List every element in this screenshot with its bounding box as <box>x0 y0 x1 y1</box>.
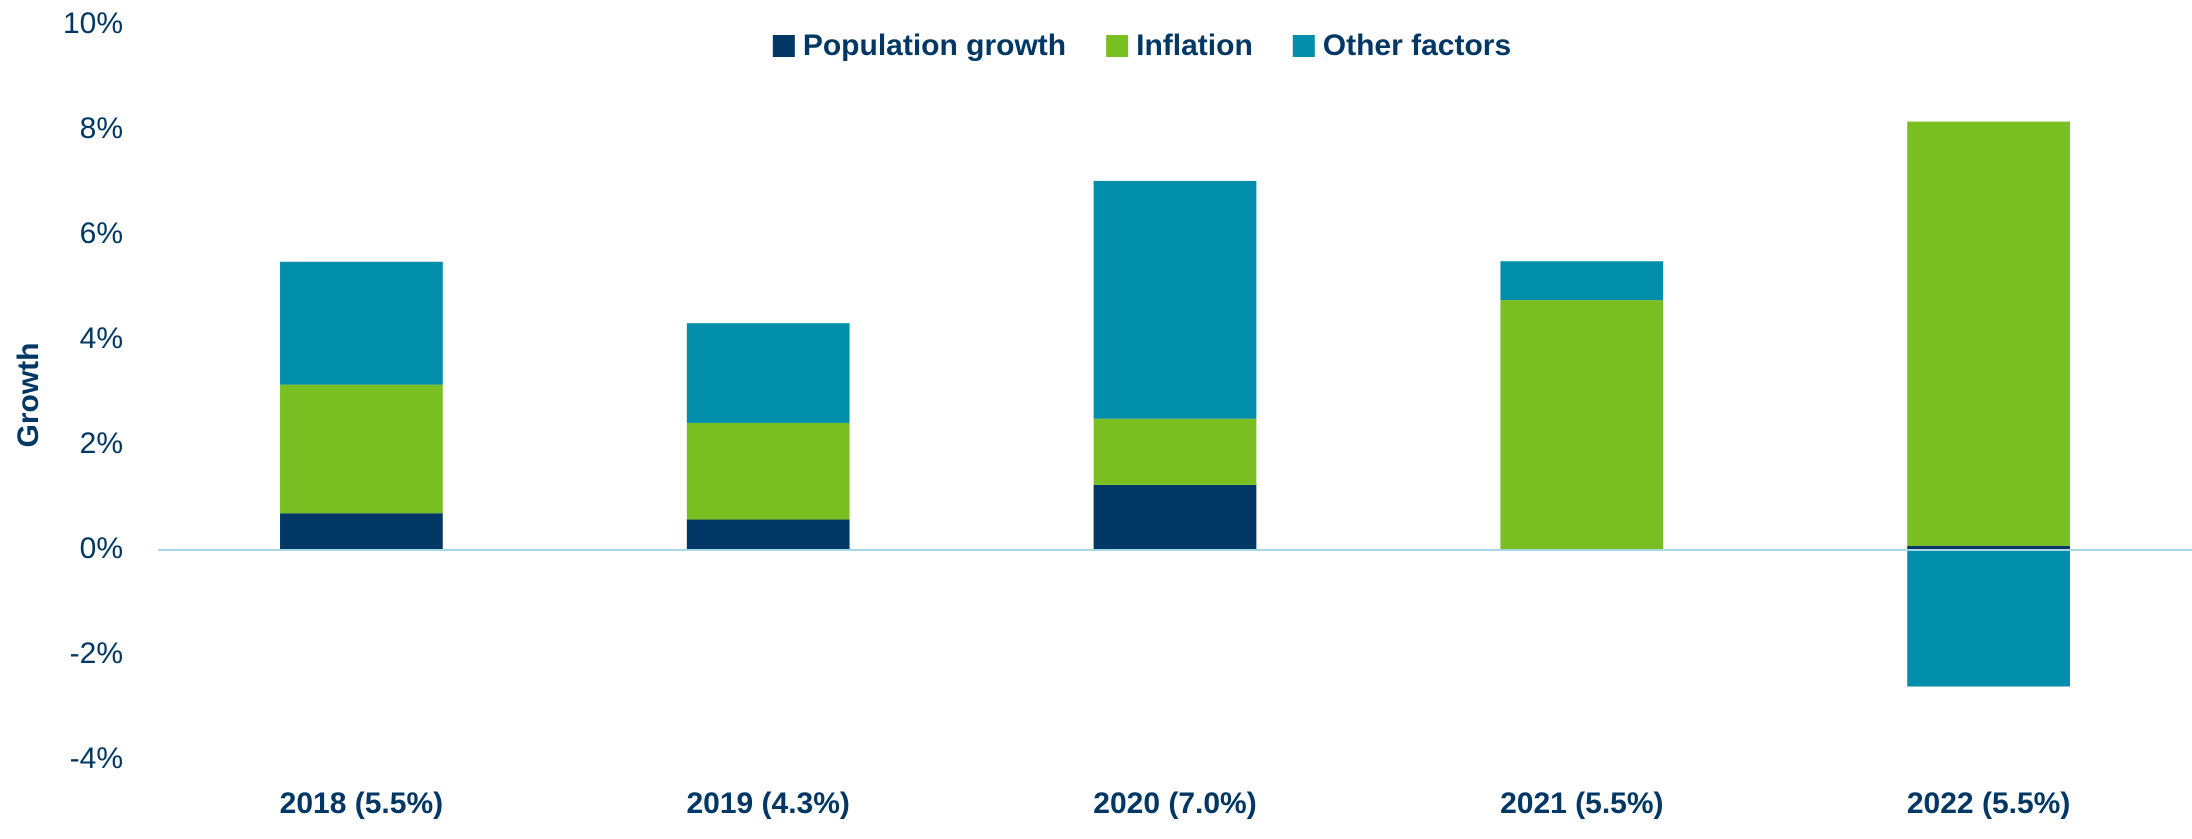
y-tick-label: 8% <box>80 112 123 145</box>
bar-segment <box>1093 484 1257 550</box>
bar-segment <box>1907 545 2070 550</box>
y-tick-label: -2% <box>70 637 123 670</box>
y-tick-label: 0% <box>80 532 123 565</box>
bar-segment <box>686 323 850 423</box>
x-tick-label: 2020 (7.0%) <box>1093 787 1256 820</box>
y-axis-label: Growth <box>12 343 45 448</box>
bar-segment <box>1500 261 1664 301</box>
bar-segment <box>1093 418 1257 485</box>
y-tick-label: 4% <box>80 322 123 355</box>
y-tick-label: 2% <box>80 427 123 460</box>
bar-segment <box>280 384 443 514</box>
x-tick-label: 2021 (5.5%) <box>1500 787 1663 820</box>
x-tick-label: 2018 (5.5%) <box>280 787 443 820</box>
bar-segment <box>1093 180 1257 419</box>
bar-segment <box>280 513 443 550</box>
legend-swatch <box>1106 35 1129 57</box>
legend-label: Inflation <box>1136 29 1253 62</box>
x-tick-label: 2019 (4.3%) <box>686 787 849 820</box>
y-tick-label: -4% <box>70 742 123 775</box>
bar-segment <box>280 261 443 385</box>
legend-swatch <box>1292 35 1315 57</box>
legend-label: Other factors <box>1323 29 1511 62</box>
bar-segment <box>1907 550 2070 687</box>
bar-segment <box>686 422 850 520</box>
legend-label: Population growth <box>803 29 1066 62</box>
y-tick-label: 6% <box>80 217 123 250</box>
y-tick-label: 10% <box>63 7 123 40</box>
bar-segment <box>686 519 850 550</box>
bar-segment <box>1500 300 1664 550</box>
x-tick-label: 2022 (5.5%) <box>1907 787 2070 820</box>
bar-segment <box>1907 121 2070 546</box>
legend-swatch <box>772 35 795 57</box>
